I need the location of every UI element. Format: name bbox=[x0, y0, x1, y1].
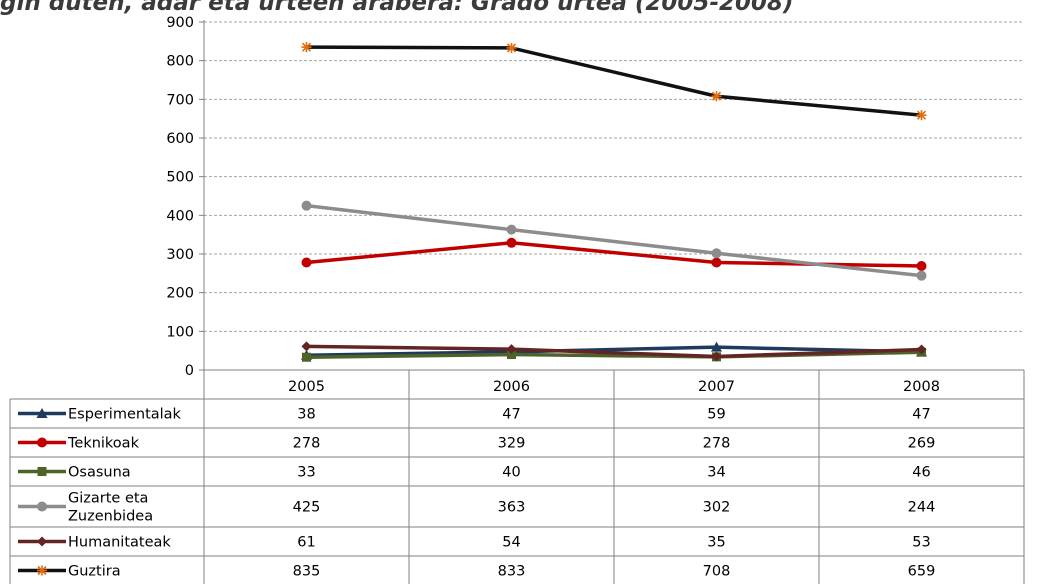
series-line bbox=[306, 345, 922, 358]
legend-label: Guztira bbox=[68, 564, 121, 580]
data-point bbox=[301, 341, 312, 352]
table-cell-value: 244 bbox=[908, 500, 936, 516]
y-tick-label: 400 bbox=[166, 208, 194, 224]
table-cell-value: 33 bbox=[297, 465, 315, 481]
legend-key-marker bbox=[37, 565, 47, 576]
table-cell-value: 46 bbox=[912, 465, 930, 481]
y-tick-label: 700 bbox=[166, 92, 194, 108]
data-point bbox=[506, 42, 517, 53]
table-cell-value: 35 bbox=[707, 535, 725, 551]
data-point bbox=[711, 257, 722, 268]
data-point bbox=[506, 224, 517, 235]
table-cell-value: 269 bbox=[908, 436, 936, 452]
table-cell-value: 53 bbox=[912, 535, 930, 551]
legend-key-marker bbox=[37, 437, 47, 448]
table-cell-value: 659 bbox=[908, 564, 936, 580]
table-cell-value: 47 bbox=[502, 407, 520, 423]
y-tick-label: 900 bbox=[166, 15, 194, 31]
series-line bbox=[306, 203, 922, 278]
y-tick-label: 600 bbox=[166, 131, 194, 147]
legend-key-marker bbox=[37, 536, 47, 547]
data-point bbox=[711, 91, 722, 102]
x-tick-label: 2005 bbox=[288, 379, 325, 395]
y-tick-label: 500 bbox=[166, 170, 194, 186]
data-point bbox=[301, 42, 312, 53]
data-point bbox=[916, 344, 927, 355]
x-tick-label: 2007 bbox=[698, 379, 735, 395]
legend-key-marker bbox=[37, 467, 47, 476]
table-cell-value: 59 bbox=[707, 407, 725, 423]
table-cell-value: 835 bbox=[293, 564, 321, 580]
data-point bbox=[711, 248, 722, 259]
table-cell-value: 833 bbox=[498, 564, 526, 580]
table-cell-value: 38 bbox=[297, 407, 315, 423]
table-cell-value: 40 bbox=[502, 465, 520, 481]
y-tick-label: 100 bbox=[166, 324, 194, 340]
data-point bbox=[916, 270, 927, 281]
x-tick-label: 2006 bbox=[493, 379, 530, 395]
legend-label: Gizarte eta Zuzenbidea bbox=[68, 491, 153, 525]
data-point bbox=[916, 260, 927, 271]
data-point bbox=[301, 200, 312, 211]
series-line bbox=[306, 45, 922, 117]
table-cell-value: 47 bbox=[912, 407, 930, 423]
table-cell-value: 54 bbox=[502, 535, 520, 551]
y-tick-label: 300 bbox=[166, 247, 194, 263]
data-point bbox=[916, 110, 927, 121]
y-tick-label: 800 bbox=[166, 54, 194, 70]
legend-label: Esperimentalak bbox=[68, 407, 182, 423]
x-tick-label: 2008 bbox=[903, 379, 940, 395]
legend-label: Teknikoak bbox=[67, 436, 140, 452]
table-cell-value: 278 bbox=[293, 436, 321, 452]
data-point bbox=[711, 341, 722, 352]
table-cell-value: 34 bbox=[707, 465, 725, 481]
data-point bbox=[302, 352, 311, 362]
table-cell-value: 363 bbox=[498, 500, 526, 516]
data-point bbox=[506, 344, 517, 355]
data-point bbox=[506, 237, 517, 248]
table-cell-value: 278 bbox=[703, 436, 731, 452]
data-point bbox=[301, 257, 312, 268]
chart-title: gin duten, adar eta urteen arabera: Grad… bbox=[0, 0, 794, 16]
data-point bbox=[507, 350, 516, 360]
table-cell-value: 708 bbox=[703, 564, 731, 580]
legend-key-marker bbox=[37, 501, 47, 512]
legend-key-marker bbox=[36, 408, 48, 418]
table-cell-value: 61 bbox=[297, 535, 315, 551]
series-line bbox=[306, 344, 922, 359]
table-cell-value: 302 bbox=[703, 500, 731, 516]
data-point bbox=[711, 351, 722, 362]
y-tick-label: 0 bbox=[185, 363, 194, 379]
legend-label: Osasuna bbox=[68, 465, 131, 481]
table-cell-value: 425 bbox=[293, 500, 321, 516]
y-tick-label: 200 bbox=[166, 286, 194, 302]
legend-label: Humanitateak bbox=[68, 535, 171, 551]
table-cell-value: 329 bbox=[498, 436, 526, 452]
